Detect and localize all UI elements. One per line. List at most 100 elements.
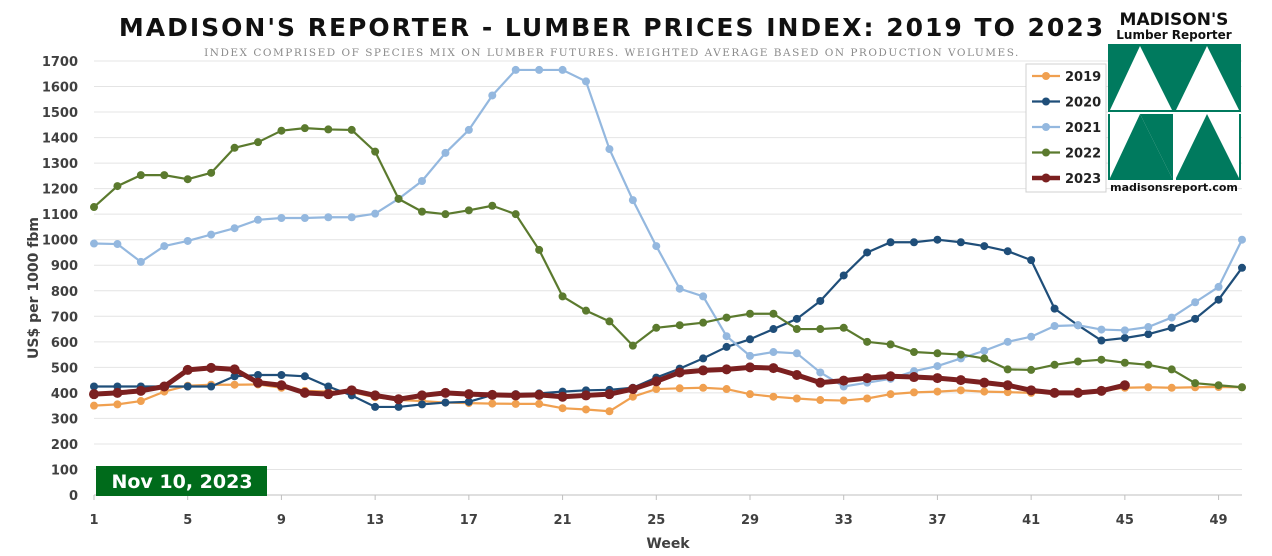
data-point-2021-week-37 bbox=[933, 362, 942, 371]
data-point-2019-week-19 bbox=[511, 399, 520, 408]
data-point-2021-week-26 bbox=[675, 284, 684, 293]
data-point-2020-week-1 bbox=[90, 382, 98, 391]
data-point-2020-week-49 bbox=[1214, 295, 1223, 304]
data-point-2023-week-20 bbox=[534, 389, 545, 400]
data-point-2023-week-25 bbox=[651, 376, 662, 387]
data-point-2021-week-45 bbox=[1120, 326, 1129, 335]
data-point-2023-week-28 bbox=[721, 364, 732, 375]
data-point-2022-week-31 bbox=[792, 325, 801, 334]
data-point-2023-week-44 bbox=[1096, 385, 1107, 396]
y-tick-label: 1600 bbox=[42, 81, 78, 96]
data-point-2019-week-24 bbox=[628, 392, 637, 401]
data-point-2021-week-31 bbox=[792, 349, 801, 358]
data-point-2023-week-14 bbox=[393, 394, 404, 405]
data-point-2021-week-48 bbox=[1191, 298, 1200, 307]
data-point-2022-week-16 bbox=[441, 210, 450, 219]
data-point-2019-week-23 bbox=[605, 407, 614, 416]
data-point-2023-week-34 bbox=[862, 373, 873, 384]
data-point-2020-week-17 bbox=[464, 397, 473, 406]
y-tick-label: 300 bbox=[51, 412, 78, 427]
data-point-2022-week-3 bbox=[136, 171, 145, 180]
y-tick-label: 1300 bbox=[42, 157, 78, 172]
data-point-2021-week-16 bbox=[441, 148, 450, 157]
data-point-2019-week-21 bbox=[558, 404, 567, 413]
data-point-2023-week-39 bbox=[979, 377, 990, 388]
x-tick-label: 37 bbox=[928, 513, 946, 528]
data-point-2021-week-30 bbox=[769, 348, 778, 357]
data-point-2022-week-34 bbox=[863, 337, 872, 346]
data-point-2021-week-27 bbox=[699, 292, 708, 301]
date-badge-background bbox=[96, 466, 267, 496]
data-point-2020-week-29 bbox=[746, 335, 754, 344]
data-point-2023-week-12 bbox=[346, 385, 357, 396]
data-point-2022-week-1 bbox=[90, 203, 98, 212]
series-line-2019 bbox=[93, 383, 1243, 413]
data-point-2023-week-16 bbox=[440, 387, 451, 398]
data-point-2021-week-8 bbox=[254, 215, 262, 224]
data-point-2021-week-46 bbox=[1144, 323, 1153, 332]
data-point-2020-week-46 bbox=[1144, 330, 1153, 339]
data-point-2023-week-13 bbox=[370, 390, 381, 401]
y-tick-label: 0 bbox=[69, 489, 78, 504]
y-tick-label: 1700 bbox=[42, 55, 78, 70]
data-point-2023-week-17 bbox=[463, 389, 474, 400]
data-point-2019-week-37 bbox=[933, 387, 942, 396]
data-point-2019-week-32 bbox=[816, 396, 825, 405]
data-point-2022-week-23 bbox=[605, 317, 614, 326]
data-point-2022-week-20 bbox=[535, 245, 544, 254]
data-point-2021-week-20 bbox=[535, 65, 544, 74]
data-point-2022-week-35 bbox=[886, 340, 895, 349]
data-point-2019-week-1 bbox=[90, 401, 98, 410]
madisons-logo: MADISON'S Lumber Reporter madisonsreport… bbox=[1108, 10, 1241, 194]
data-point-2019-week-26 bbox=[675, 384, 684, 393]
y-tick-label: 1500 bbox=[42, 106, 78, 121]
data-point-2021-week-4 bbox=[160, 242, 169, 251]
data-point-2021-week-18 bbox=[488, 91, 497, 100]
data-point-2020-week-36 bbox=[910, 238, 918, 247]
data-point-2021-week-44 bbox=[1097, 325, 1106, 334]
data-point-2022-week-45 bbox=[1120, 358, 1129, 367]
data-point-2021-week-10 bbox=[300, 214, 309, 223]
data-point-2019-week-20 bbox=[535, 399, 544, 408]
series-2023 bbox=[89, 362, 1130, 405]
y-tick-label: 1100 bbox=[42, 208, 78, 223]
data-point-2022-week-33 bbox=[839, 323, 848, 332]
data-point-2023-week-36 bbox=[909, 372, 919, 383]
data-point-2023-week-6 bbox=[206, 362, 217, 373]
series-2022 bbox=[90, 124, 1246, 392]
legend-marker-2019 bbox=[1042, 72, 1050, 80]
data-point-2023-week-9 bbox=[276, 380, 287, 391]
data-point-2022-week-46 bbox=[1144, 360, 1153, 369]
data-point-2021-week-13 bbox=[371, 209, 380, 218]
data-point-2023-week-3 bbox=[135, 385, 146, 396]
data-point-2020-week-27 bbox=[699, 354, 708, 363]
data-point-2020-week-38 bbox=[956, 238, 965, 247]
data-point-2021-week-49 bbox=[1214, 282, 1223, 291]
data-point-2023-week-4 bbox=[159, 381, 170, 392]
logo-title: MADISON'S bbox=[1120, 10, 1229, 30]
data-point-2020-week-45 bbox=[1120, 333, 1129, 342]
data-point-2019-week-35 bbox=[886, 390, 895, 399]
data-point-2020-week-15 bbox=[418, 400, 426, 409]
data-point-2021-week-39 bbox=[980, 346, 989, 355]
data-point-2020-week-50 bbox=[1238, 263, 1246, 272]
legend-label-2023: 2023 bbox=[1065, 172, 1101, 187]
data-point-2021-week-21 bbox=[558, 65, 567, 74]
data-point-2020-week-33 bbox=[839, 271, 848, 280]
x-axis-ticks: 1 5 9 13 17 21 25 29 33 37 41 45 49 bbox=[89, 513, 1227, 528]
data-point-2019-week-34 bbox=[863, 394, 872, 403]
data-point-2023-week-18 bbox=[487, 389, 498, 400]
data-point-2022-week-32 bbox=[816, 325, 825, 334]
data-point-2022-week-29 bbox=[746, 309, 754, 318]
data-point-2021-week-29 bbox=[746, 351, 754, 360]
data-point-2020-week-10 bbox=[300, 372, 309, 381]
y-tick-label: 100 bbox=[51, 463, 78, 478]
data-point-2022-week-27 bbox=[699, 318, 708, 327]
data-point-2020-week-6 bbox=[207, 382, 216, 391]
data-point-2020-week-31 bbox=[792, 314, 801, 323]
data-point-2019-week-7 bbox=[230, 380, 239, 389]
data-point-2022-week-48 bbox=[1191, 379, 1200, 388]
data-point-2020-week-48 bbox=[1191, 314, 1200, 323]
data-point-2021-week-25 bbox=[652, 242, 661, 251]
data-point-2019-week-3 bbox=[136, 397, 145, 406]
